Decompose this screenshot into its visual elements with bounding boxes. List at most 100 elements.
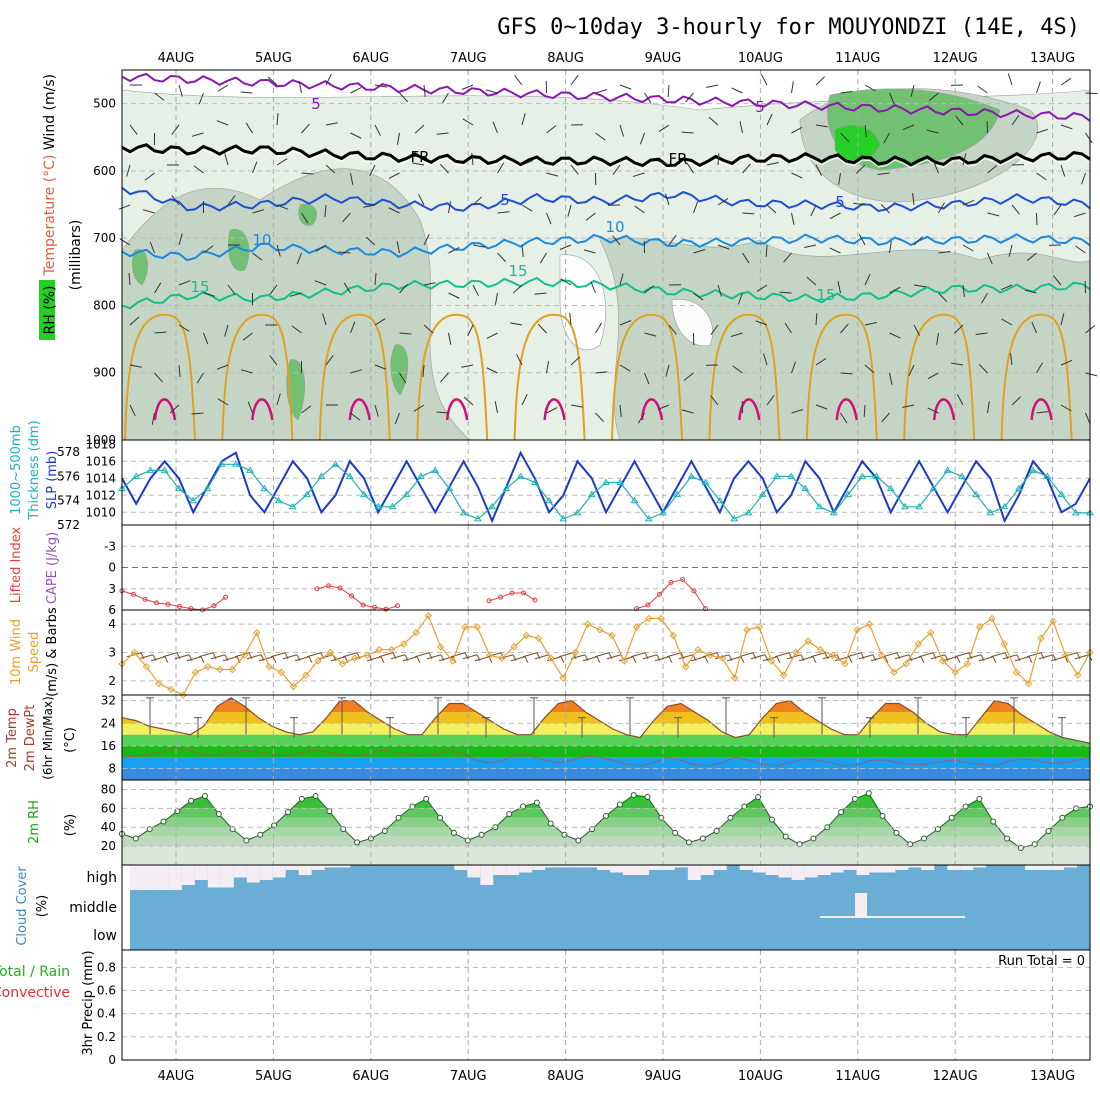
thickness-marker (815, 502, 824, 510)
wind-barb (350, 172, 354, 185)
rh-band (122, 817, 1090, 828)
date-label-bottom: 11AUG (835, 1069, 880, 1084)
temperature-contour (121, 72, 1091, 122)
wind-barb (693, 292, 704, 301)
thickness-marker (132, 472, 141, 479)
wind-barb (514, 75, 523, 86)
high-cloud-gap (506, 865, 520, 875)
thickness-marker (175, 484, 183, 492)
wind-speed-marker (253, 628, 261, 637)
wind-barb (962, 284, 965, 297)
wind-barb (252, 161, 258, 174)
high-cloud-gap (558, 865, 572, 868)
high-cloud-gap (622, 865, 636, 875)
rh-legend-swatch (39, 280, 55, 340)
wind-speed-marker (988, 614, 996, 623)
precip-panel: 0 0.2 0.4 0.6 0.8 Run Total = 0 (97, 949, 1091, 1067)
wind-barb (198, 92, 204, 105)
thickness-marker (160, 466, 169, 473)
thickness-marker (986, 508, 995, 516)
surface-warm-contour (932, 398, 956, 421)
rh-marker (437, 814, 444, 821)
high-cloud-gap (545, 865, 559, 868)
wind-barb (1038, 654, 1054, 660)
wind-barb (1014, 656, 1030, 662)
wind-barb (546, 125, 557, 134)
wind-speed-marker (326, 648, 335, 657)
temperature-contour (121, 276, 1091, 310)
thickness-marker (772, 472, 781, 479)
rh-marker (755, 794, 762, 800)
high-cloud-gap (168, 865, 182, 890)
thickness-marker (644, 514, 653, 522)
wind-barb (222, 656, 238, 662)
wind-barb (436, 132, 449, 135)
rh-marker (478, 831, 485, 838)
wind-barb (894, 654, 910, 660)
wind-barb (1026, 252, 1037, 261)
wind-barb (595, 412, 605, 423)
wind-barb-flag (416, 656, 421, 663)
top-date-axis: 4AUG 5AUG 6AUG 7AUG 8AUG 9AUG 10AUG 11AUG 12AUG 1… (158, 51, 1075, 66)
wind-barb (390, 654, 406, 660)
rh-marker (603, 812, 609, 819)
axis-label: Speed (27, 632, 42, 673)
wind-barb (448, 292, 460, 299)
wind-barb (806, 276, 817, 286)
wind-barb (889, 332, 901, 339)
wind-barb (216, 364, 229, 370)
surface-temperature-contour (221, 313, 294, 441)
cape-lifted-panel: -3 0 3 6 (104, 524, 1091, 617)
wind-barb (129, 364, 142, 368)
wind-barb (804, 244, 817, 248)
wind-barb (766, 394, 775, 406)
wind-speed-marker (645, 614, 653, 623)
lifted-index-marker (177, 603, 182, 609)
surface-temperature-contour (513, 313, 586, 441)
rh-marker (146, 826, 153, 833)
wind-barb (217, 84, 229, 92)
wind-barb (766, 204, 777, 214)
rh-marker (727, 814, 734, 821)
rh-marker (810, 835, 817, 842)
wind-barb-flag (884, 656, 889, 663)
wind-barb-flag (776, 656, 781, 663)
wind-barb (938, 251, 951, 254)
wind-barb (938, 202, 945, 214)
rh-tick-label: 20 (101, 839, 116, 853)
wind-barb (717, 198, 729, 206)
high-cloud-gap (973, 865, 987, 868)
wind-barb (196, 372, 204, 384)
wind-barb-flag (704, 656, 709, 663)
wind-barb (889, 92, 895, 105)
wind-barb (567, 204, 572, 217)
temp-band (122, 757, 1090, 769)
thickness-marker (587, 490, 596, 498)
rh-marker (395, 814, 402, 821)
precip-tick-label: 0.2 (97, 1030, 116, 1044)
date-label-bottom: 13AUG (1030, 1069, 1075, 1084)
wind-barb (471, 153, 474, 166)
wind-barb (402, 656, 418, 662)
wind-barb (912, 193, 915, 206)
wind-barb (863, 404, 866, 418)
wind-barb (791, 409, 804, 414)
wind-speed-marker (351, 654, 359, 662)
wind-barb (510, 322, 523, 326)
wind-barb (342, 212, 351, 223)
wind-barb (738, 652, 754, 658)
wind-speed-marker (424, 611, 433, 620)
wind-speed-marker (314, 657, 322, 665)
wind-barb (910, 84, 915, 97)
wind-barb (583, 249, 596, 254)
wind-barb (203, 245, 214, 254)
thickness-marker (545, 496, 553, 504)
wind-speed-marker (632, 623, 641, 631)
wind-barb (178, 233, 183, 246)
wind-barb (668, 234, 677, 246)
wind-barb (815, 124, 828, 128)
pressure-tick-label: 800 (93, 298, 116, 312)
surface-temperature-contour (708, 313, 781, 441)
surface-warm-contour (445, 398, 469, 421)
axis-label: (%) (35, 895, 50, 918)
